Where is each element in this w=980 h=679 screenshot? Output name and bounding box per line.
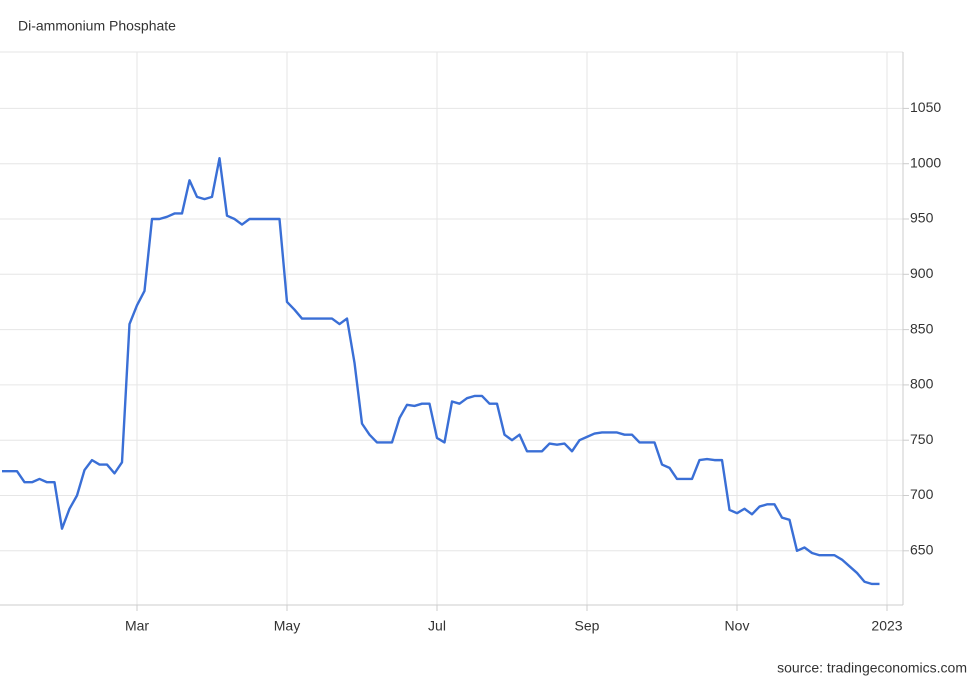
y-tick-label: 1050 — [910, 99, 941, 115]
y-tick-label: 750 — [910, 431, 934, 447]
x-tick-label: 2023 — [871, 618, 902, 634]
x-tick-label: May — [274, 618, 300, 634]
y-tick-label: 700 — [910, 486, 934, 502]
y-tick-label: 950 — [910, 210, 934, 226]
x-tick-label: Nov — [725, 618, 750, 634]
y-tick-label: 900 — [910, 265, 934, 281]
x-tick-label: Jul — [428, 618, 446, 634]
x-tick-label: Sep — [575, 618, 600, 634]
y-tick-label: 1000 — [910, 154, 941, 170]
source: source: tradingeconomics.com — [777, 660, 967, 676]
x-tick-label: Mar — [125, 618, 149, 634]
y-tick-label: 650 — [910, 542, 934, 558]
line — [2, 156, 880, 586]
y-tick-label: 800 — [910, 376, 934, 392]
chart-title: Di-ammonium Phosphate — [18, 18, 176, 34]
y-tick-label: 850 — [910, 320, 934, 336]
